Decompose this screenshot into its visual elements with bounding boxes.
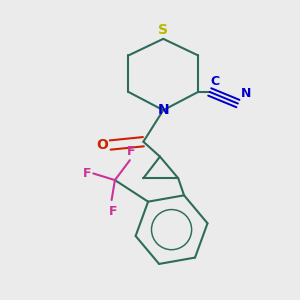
Text: S: S [158,23,168,37]
Text: N: N [241,87,251,100]
Text: F: F [83,167,92,180]
Text: O: O [96,138,108,152]
Text: N: N [158,103,169,117]
Text: C: C [210,75,219,88]
Text: F: F [109,205,118,218]
Text: F: F [127,145,136,158]
